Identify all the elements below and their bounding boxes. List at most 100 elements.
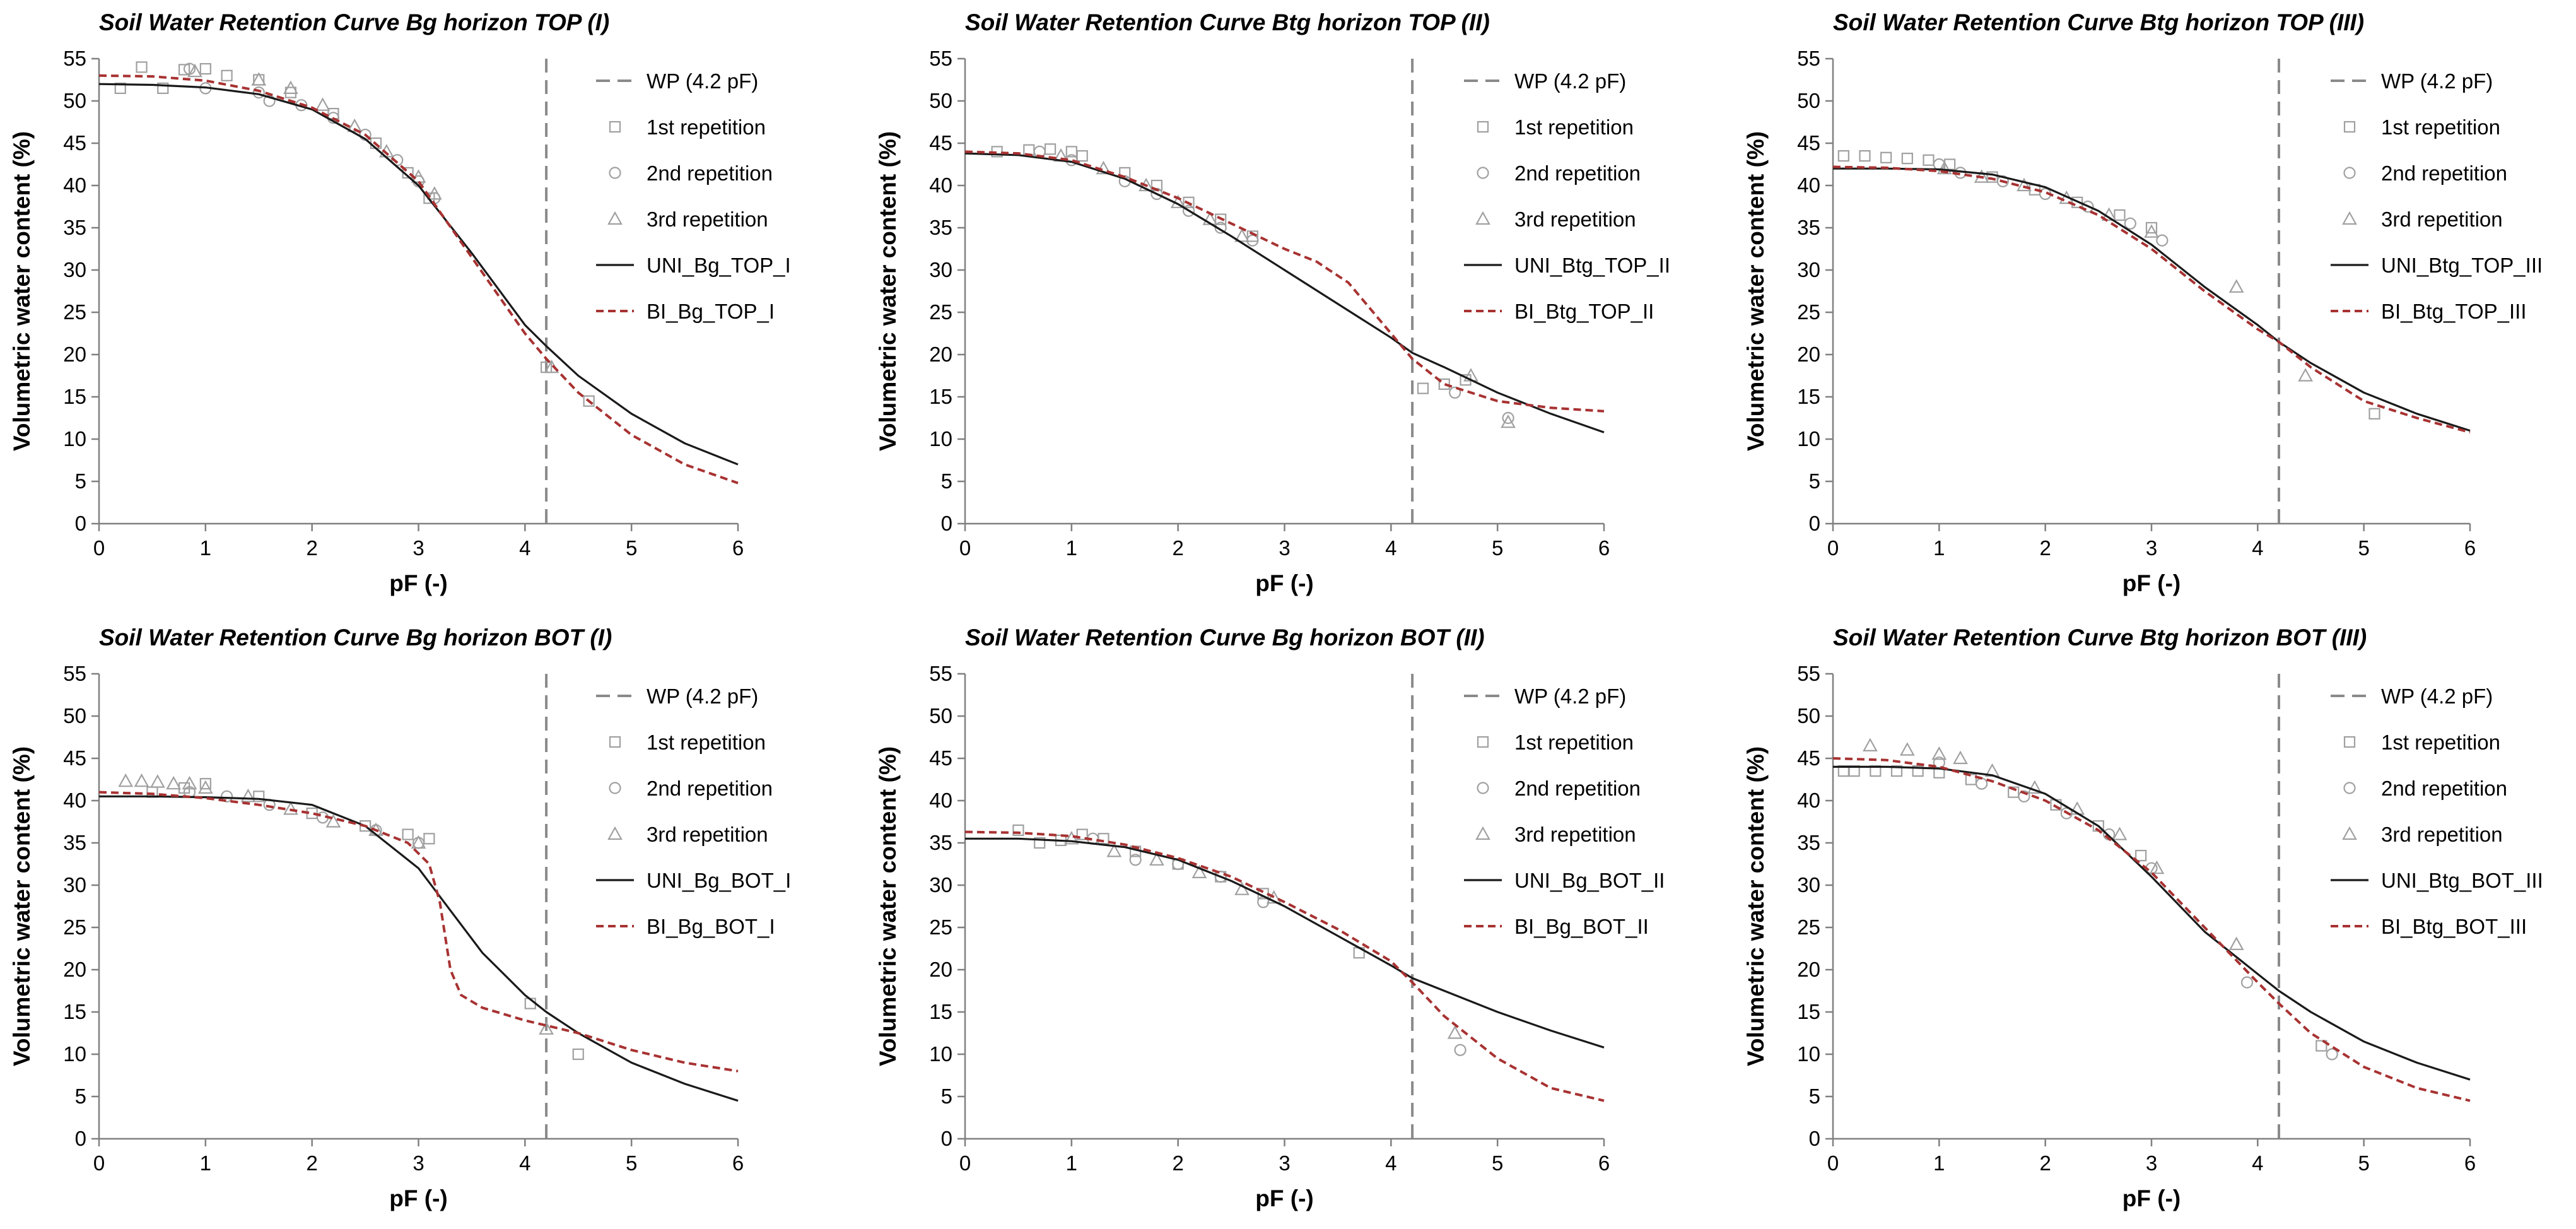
y-tick-label: 40 xyxy=(1797,173,1820,197)
chart-panel-4: Soil Water Retention Curve Bg horizon BO… xyxy=(9,625,791,1211)
data-point xyxy=(1923,154,1935,166)
legend-label: 1st repetition xyxy=(647,115,766,139)
legend-label: BI_Btg_TOP_III xyxy=(2381,300,2527,323)
series-2nd repetition xyxy=(183,785,425,849)
legend-swatch xyxy=(1475,826,1490,840)
legend-swatch xyxy=(2343,782,2356,794)
y-tick-label: 10 xyxy=(63,1042,86,1066)
legend-swatch xyxy=(2343,167,2356,179)
x-tick-label: 2 xyxy=(2039,1151,2051,1175)
legend-label: WP (4.2 pF) xyxy=(647,69,758,93)
data-point xyxy=(2228,936,2244,950)
data-point xyxy=(221,69,233,81)
series-UNI_Bg_BOT_II xyxy=(965,837,1605,1049)
chart-panel-5: Soil Water Retention Curve Bg horizon BO… xyxy=(875,625,1665,1211)
legend-label: UNI_Bg_TOP_I xyxy=(647,254,791,277)
x-tick-label: 1 xyxy=(1933,536,1945,560)
y-tick-label: 15 xyxy=(1797,1000,1820,1023)
y-tick-label: 45 xyxy=(63,131,86,155)
data-point xyxy=(240,789,256,803)
x-tick-label: 1 xyxy=(200,1151,211,1175)
y-tick-label: 25 xyxy=(63,300,86,324)
series-1st repetition xyxy=(114,61,595,407)
x-tick-label: 5 xyxy=(2358,536,2369,560)
x-tick-label: 2 xyxy=(1172,1151,1183,1175)
bimodal-fit-line xyxy=(964,830,1605,1102)
y-tick-label: 50 xyxy=(63,704,86,727)
legend-label: UNI_Bg_BOT_II xyxy=(1514,869,1665,892)
data-point xyxy=(2114,209,2126,221)
legend-label: UNI_Btg_TOP_III xyxy=(2381,254,2543,277)
series-3rd repetition xyxy=(1063,831,1463,1039)
data-point xyxy=(1890,765,1903,777)
data-point xyxy=(1986,171,1998,183)
legend-label: BI_Btg_TOP_II xyxy=(1514,300,1654,323)
series-BI_Bg_BOT_I xyxy=(98,791,739,1073)
data-point xyxy=(1246,234,1259,247)
y-tick-label: 50 xyxy=(929,89,952,112)
y-tick-label: 25 xyxy=(63,915,86,939)
legend-label: BI_Btg_BOT_III xyxy=(2381,915,2527,938)
legend-swatch xyxy=(2343,736,2356,748)
x-axis-title: pF (-) xyxy=(1255,570,1313,596)
data-point xyxy=(1901,153,1913,165)
data-point xyxy=(402,828,414,840)
data-point xyxy=(221,790,233,803)
data-point xyxy=(2156,234,2169,247)
y-tick-label: 35 xyxy=(1797,831,1820,854)
data-point xyxy=(1936,160,1952,175)
x-tick-label: 5 xyxy=(1492,536,1503,560)
x-tick-label: 3 xyxy=(413,1151,424,1175)
legend-label: 2nd repetition xyxy=(647,162,773,185)
data-point xyxy=(1182,204,1195,217)
data-point xyxy=(1417,382,1429,394)
data-point xyxy=(263,95,276,107)
y-tick-label: 50 xyxy=(1797,89,1820,112)
x-tick-label: 2 xyxy=(2039,536,2051,560)
x-tick-label: 5 xyxy=(1492,1151,1503,1175)
x-tick-label: 0 xyxy=(959,536,971,560)
y-tick-label: 0 xyxy=(75,512,86,535)
x-tick-label: 5 xyxy=(626,1151,637,1175)
data-point xyxy=(1953,750,1968,765)
bimodal-fit-line xyxy=(1832,757,2471,1102)
data-point xyxy=(2298,368,2313,382)
chart-title: Soil Water Retention Curve Btg horizon T… xyxy=(965,9,1490,35)
y-tick-label: 5 xyxy=(941,469,952,493)
y-tick-label: 45 xyxy=(1797,746,1820,770)
y-tick-label: 15 xyxy=(1797,385,1820,408)
legend: WP (4.2 pF) 1st repetition 2nd repetition 3… xyxy=(2331,69,2543,323)
y-tick-label: 30 xyxy=(63,873,86,897)
y-tick-label: 45 xyxy=(929,746,952,770)
data-point xyxy=(423,192,435,204)
legend-label: WP (4.2 pF) xyxy=(1514,685,1626,708)
legend-label: 2nd repetition xyxy=(2381,162,2507,185)
legend-swatch xyxy=(1475,211,1490,225)
series-BI_Btg_TOP_II xyxy=(964,150,1605,413)
data-point xyxy=(1449,386,1461,399)
y-tick-label: 30 xyxy=(929,873,952,897)
data-point xyxy=(1976,777,1988,790)
y-axis-title: Volumetric water content (%) xyxy=(875,746,901,1066)
chart-title: Soil Water Retention Curve Bg horizon TO… xyxy=(99,9,609,35)
data-point xyxy=(583,395,595,407)
legend-label: 3rd repetition xyxy=(647,823,768,846)
series-3rd repetition xyxy=(187,63,559,373)
data-point xyxy=(1965,773,1977,785)
y-tick-label: 40 xyxy=(929,789,952,812)
y-tick-label: 55 xyxy=(1797,662,1820,685)
data-point xyxy=(423,833,435,845)
y-tick-label: 50 xyxy=(929,704,952,727)
y-tick-label: 35 xyxy=(929,216,952,239)
legend: WP (4.2 pF) 1st repetition 2nd repetition 3… xyxy=(1464,69,1670,323)
y-tick-label: 30 xyxy=(1797,873,1820,897)
unimodal-fit-line xyxy=(1833,765,2471,1081)
legend-label: UNI_Btg_TOP_II xyxy=(1514,254,1670,277)
y-axis-title: Volumetric water content (%) xyxy=(9,746,35,1066)
y-tick-label: 15 xyxy=(929,1000,952,1023)
legend-label: 3rd repetition xyxy=(647,208,768,231)
legend-label: 2nd repetition xyxy=(647,777,773,800)
data-point xyxy=(134,773,149,787)
y-tick-label: 40 xyxy=(929,173,952,197)
x-tick-label: 0 xyxy=(1827,1151,1839,1175)
